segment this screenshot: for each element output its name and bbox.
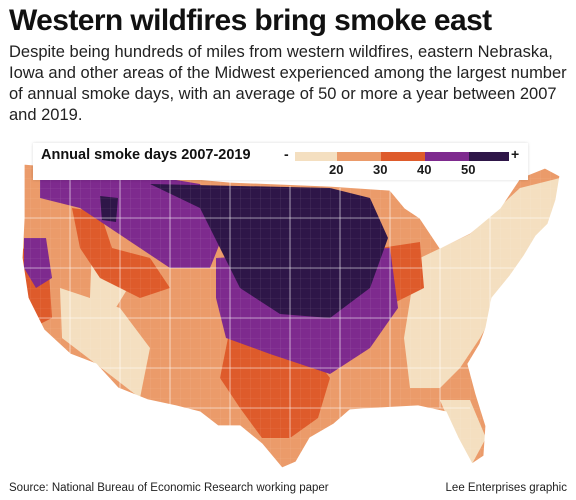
legend-tick-20: 20: [329, 162, 344, 177]
legend-tick-30: 30: [373, 162, 388, 177]
source-credit: Source: National Bureau of Economic Rese…: [9, 482, 329, 494]
legend-swatch-2: [337, 152, 381, 161]
legend-plus: +: [511, 146, 520, 162]
legend-swatch-4: [425, 152, 469, 161]
us-smoke-map: [21, 163, 561, 469]
state-borders: [22, 164, 560, 438]
dek: Despite being hundreds of miles from wes…: [9, 43, 567, 124]
legend-tick-50: 50: [461, 162, 476, 177]
legend-title: Annual smoke days 2007-2019: [41, 147, 251, 163]
legend: Annual smoke days 2007-2019 - + 20 30 40…: [33, 143, 528, 180]
headline: Western wildfires bring smoke east: [9, 4, 492, 37]
legend-tick-40: 40: [417, 162, 432, 177]
legend-swatch-5: [469, 152, 509, 161]
graphic-credit: Lee Enterprises graphic: [445, 482, 567, 494]
legend-minus: -: [284, 146, 289, 162]
legend-swatch-3: [381, 152, 425, 161]
legend-swatch-1: [295, 152, 337, 161]
